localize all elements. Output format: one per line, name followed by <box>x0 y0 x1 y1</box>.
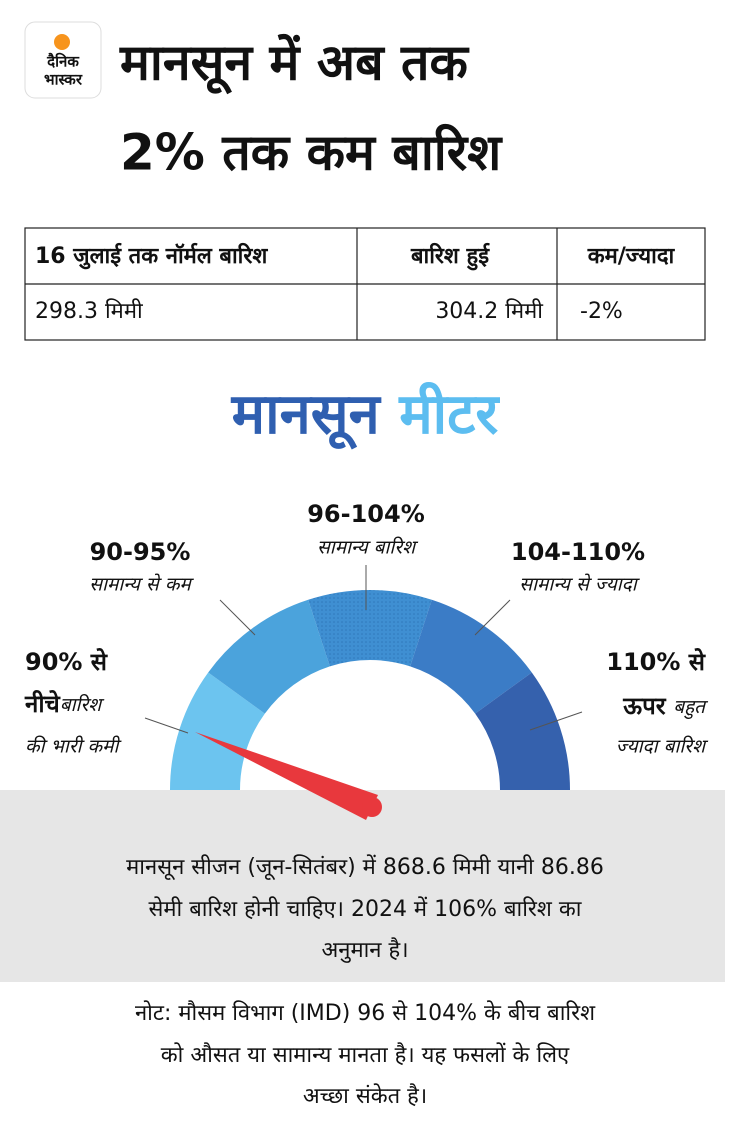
gauge-segment <box>308 590 432 667</box>
info-box <box>0 790 725 982</box>
logo-text: दैनिक <box>46 53 80 71</box>
segment-range: 90-95% <box>90 538 191 566</box>
logo-text: भास्कर <box>44 71 83 89</box>
needle <box>195 732 378 820</box>
segment-range: ऊपर बहुत <box>622 692 709 720</box>
segment-desc: सामान्य से ज्यादा <box>519 573 640 596</box>
note-text: अच्छा संकेत है। <box>303 1083 427 1109</box>
title: मानसून में अब तक <box>119 34 470 95</box>
segment-range: 104-110% <box>511 538 645 566</box>
info-text: अनुमान है। <box>321 937 408 963</box>
segment-desc: सामान्य बारिश <box>317 536 419 559</box>
logo-box <box>24 21 102 99</box>
gauge-segment <box>170 672 265 790</box>
title: 2% तक कम बारिश <box>120 124 503 182</box>
gauge <box>170 590 570 790</box>
segment-desc: ज्यादा बारिश <box>616 735 709 758</box>
segment-range: 110% से <box>606 648 706 676</box>
table-header: 16 जुलाई तक नॉर्मल बारिश <box>35 242 268 270</box>
note-text: नोट: मौसम विभाग (IMD) 96 से 104% के बीच … <box>135 1000 596 1026</box>
segment-desc: की भारी कमी <box>25 735 123 758</box>
meter-title: मानसून मीटर <box>231 381 501 450</box>
gauge-segment <box>410 599 532 714</box>
table-cell: 298.3 मिमी <box>35 298 143 324</box>
leader-lines <box>144 565 583 734</box>
table-cell: 304.2 मिमी <box>435 298 543 324</box>
note-text: को औसत या सामान्य मानता है। यह फसलों के … <box>161 1042 570 1068</box>
logo-sun <box>54 34 70 50</box>
info-text: मानसून सीजन (जून-सितंबर) में 868.6 मिमी … <box>126 854 604 881</box>
segment-desc: सामान्य से कम <box>89 573 194 596</box>
table <box>24 227 706 341</box>
segment-range: 96-104% <box>307 500 425 528</box>
needle-hub <box>362 797 382 817</box>
table-header: कम/ज्यादा <box>587 244 676 269</box>
table-cell: -2% <box>580 299 623 324</box>
gauge-segment <box>208 599 330 714</box>
segment-range: नीचेबारिश <box>24 690 105 718</box>
table-header: बारिश हुई <box>410 242 490 271</box>
gauge-segment <box>475 672 570 790</box>
segment-range: 90% से <box>25 648 108 676</box>
info-text: सेमी बारिश होनी चाहिए। 2024 में 106% बार… <box>149 896 582 922</box>
